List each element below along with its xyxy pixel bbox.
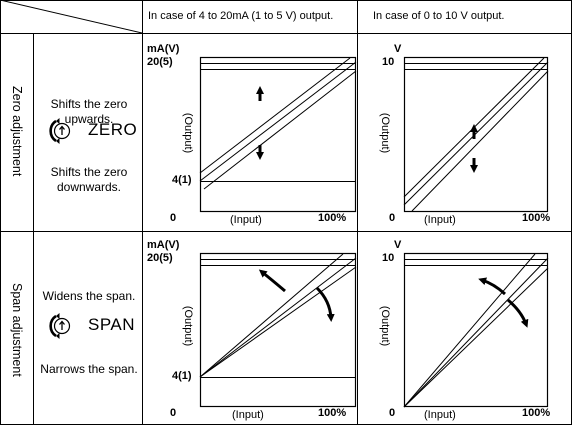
span-line-nominal [403,257,549,408]
unit-label: mA(V) [147,43,180,55]
y-axis-label: (Output) [182,305,194,347]
span-up-text: Widens the span. [42,289,136,303]
origin-label: 0 [170,407,177,419]
origin-label: 0 [170,212,177,224]
curved-arrow-ccw-icon [258,269,286,293]
zero-line-lower [411,70,549,212]
zero-up-text: Shifts the zero upwards. [50,97,128,126]
curved-arrow-cw-icon [507,298,529,328]
x-max-label: 100% [318,212,347,224]
graph-zero-current [199,56,357,213]
span-line-narrow [403,267,549,408]
top-value-label: 20(5) [147,252,173,264]
unit-label: mA(V) [147,239,180,251]
header-voltage-output: In case of 0 to 10 V output. [373,10,505,22]
rotary-knob-icon [49,118,71,144]
header-current-output: In case of 4 to 20mA (1 to 5 V) output. [148,10,334,22]
top-value-label: 10 [382,56,395,68]
header-diagonal [0,0,143,34]
unit-label: V [394,43,402,55]
curved-arrow-ccw-icon [478,277,507,296]
x-axis-label: (Input) [230,214,262,226]
zero-line-nominal [199,61,357,182]
low-value-label: 4(1) [172,174,192,186]
zero-line-nominal [403,61,549,206]
top-value-label: 10 [382,252,395,264]
x-max-label: 100% [318,407,347,419]
row-label-zero: Zero adjustment [10,86,24,177]
x-max-label: 100% [522,407,551,419]
span-line-nominal [199,257,357,378]
origin-label: 0 [389,212,396,224]
x-axis-label: (Input) [424,214,456,226]
zero-line-lower [203,70,357,190]
graph-span-current [199,252,357,408]
unit-label: V [394,239,402,251]
zero-down-text: Shifts the zero downwards. [50,165,128,194]
rotary-knob-icon [49,313,71,339]
graph-span-voltage [403,252,549,408]
span-line-wide [199,253,344,378]
curved-arrow-cw-icon [315,286,335,322]
zero-line-upper [403,57,545,198]
y-axis-label: (Output) [379,305,391,347]
zero-line-upper [199,57,351,174]
low-value-label: 4(1) [172,370,192,382]
y-axis-label: (Output) [379,112,391,154]
span-knob-label: SPAN [88,315,136,334]
x-axis-label: (Input) [424,409,456,421]
zero-knob-label: ZERO [88,120,138,139]
x-max-label: 100% [522,212,551,224]
span-line-wide [403,253,536,408]
origin-label: 0 [389,407,396,419]
x-axis-label: (Input) [232,409,264,421]
row-label-span: Span adjustment [10,283,24,377]
top-value-label: 20(5) [147,56,173,68]
graph-zero-voltage [403,56,549,213]
span-down-text: Narrows the span. [40,362,138,376]
y-axis-label: (Output) [182,112,194,154]
span-line-narrow [199,266,357,378]
